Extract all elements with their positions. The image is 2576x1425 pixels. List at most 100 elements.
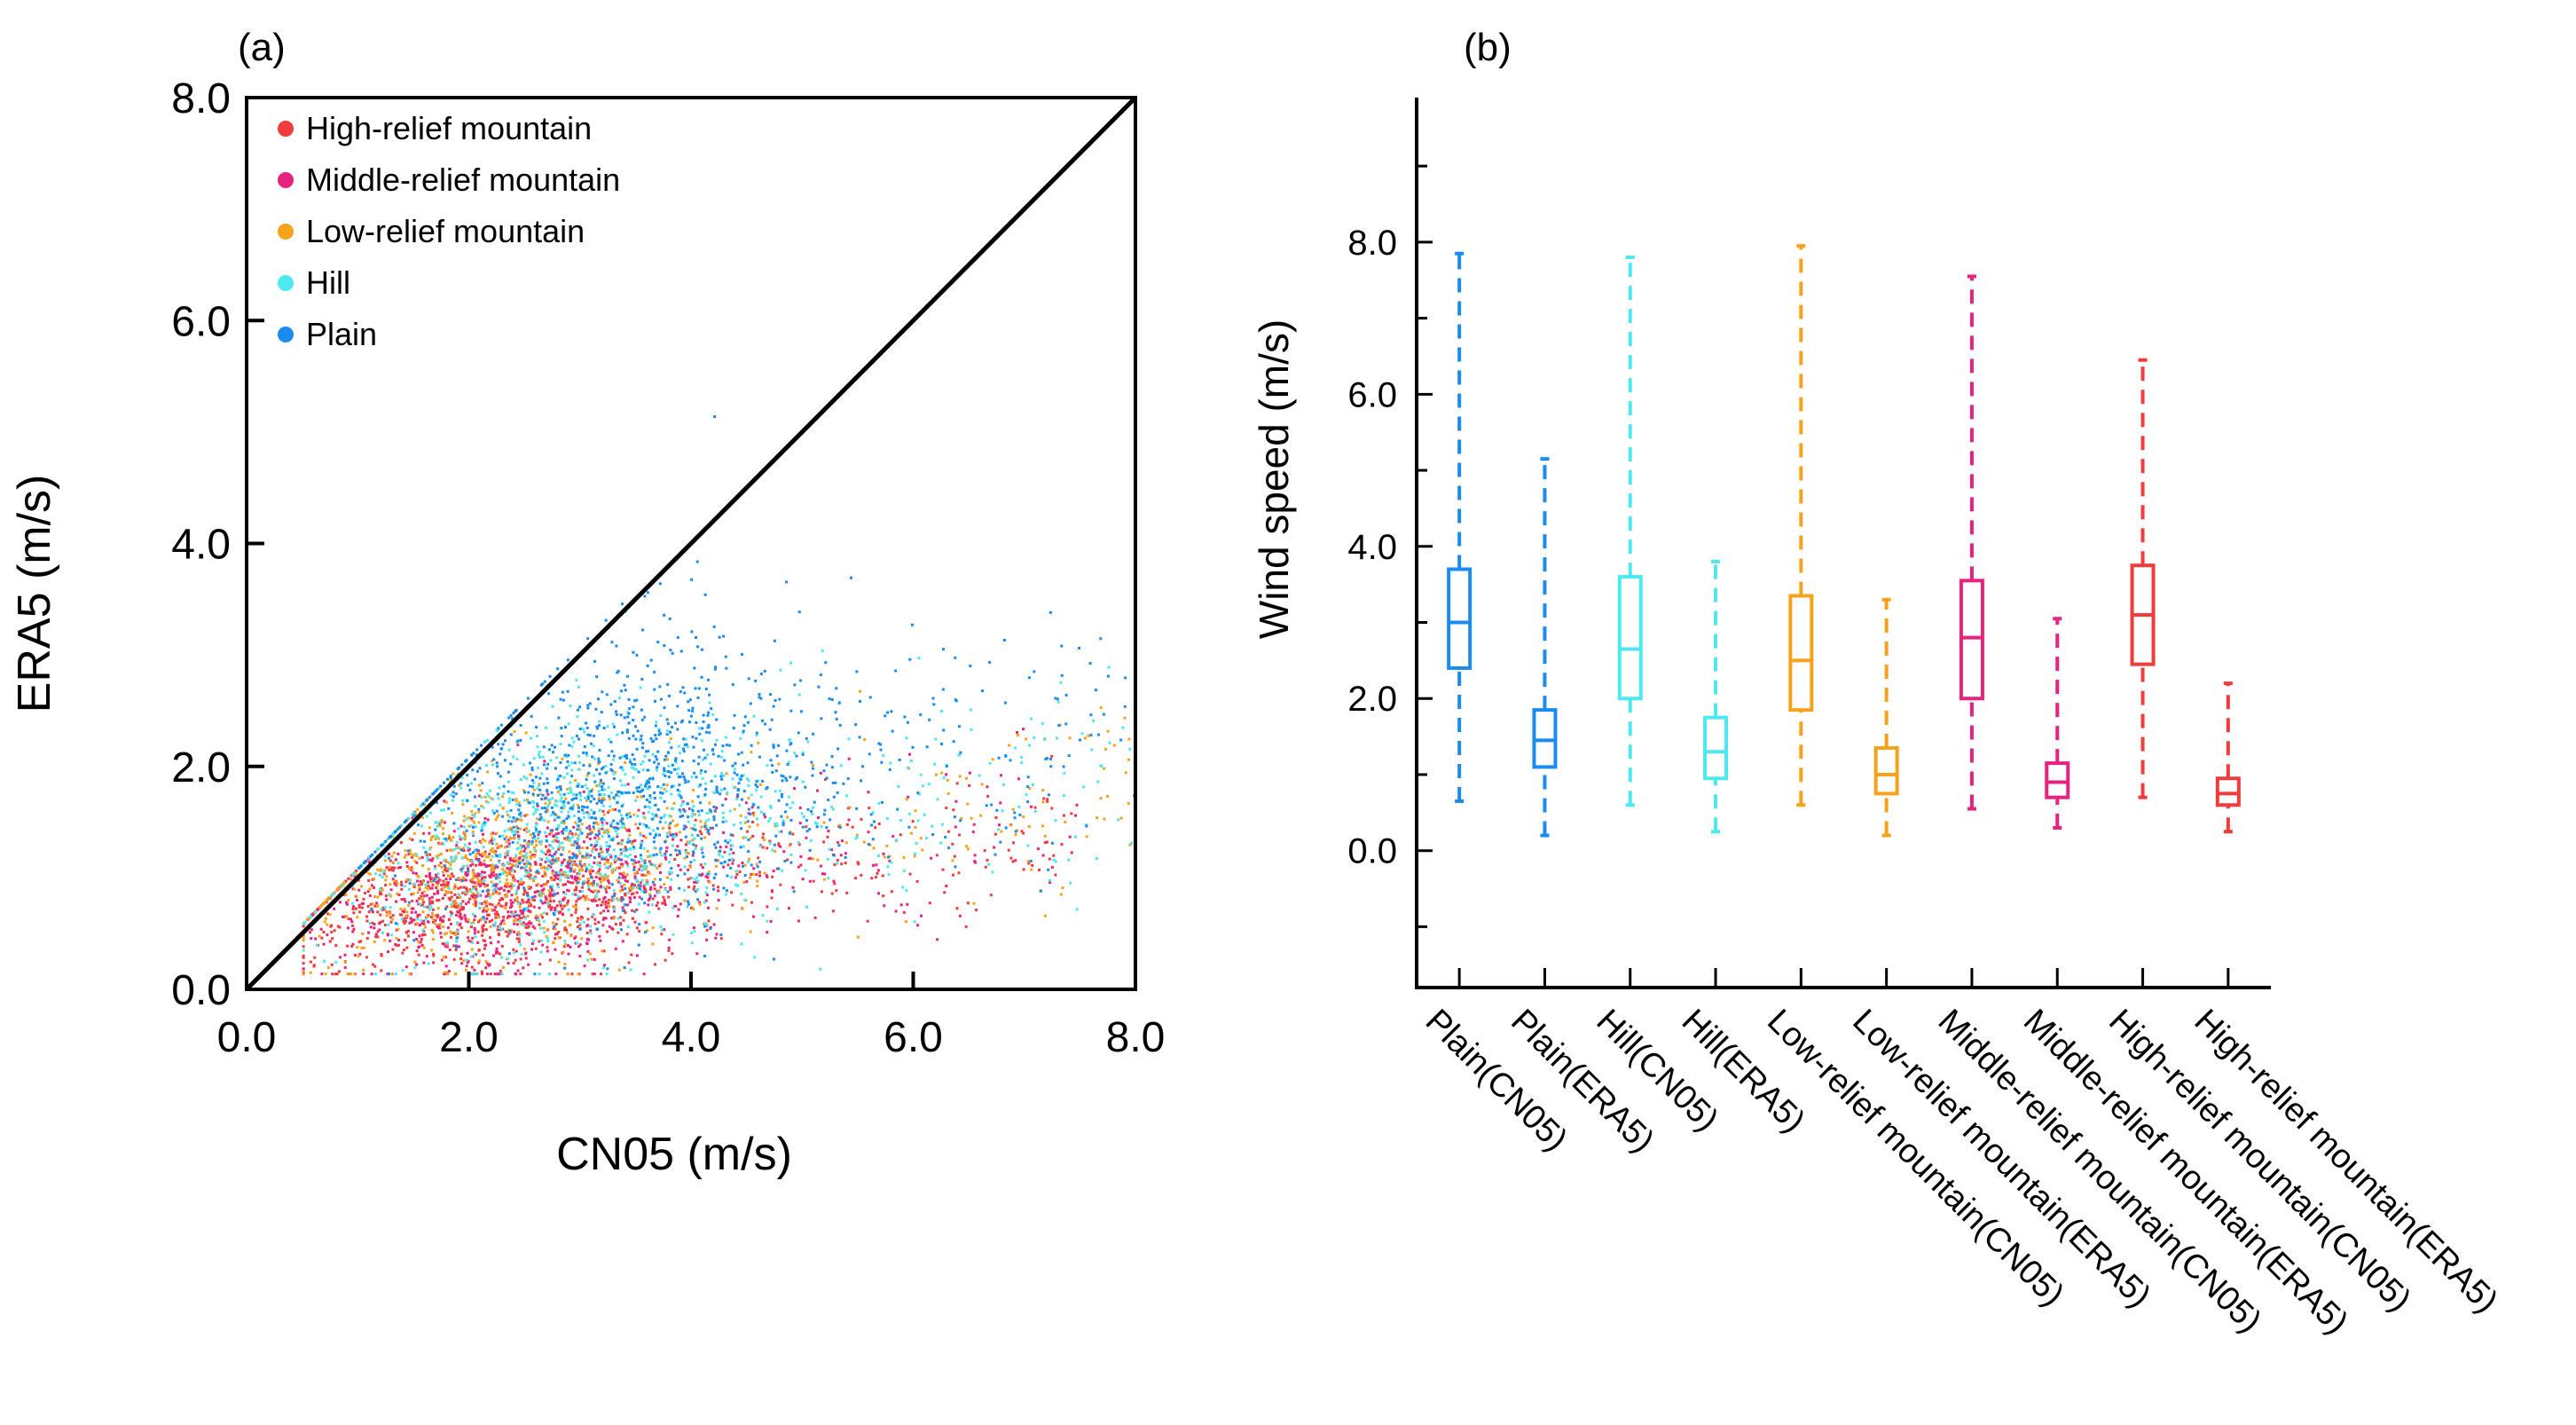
scatter-point xyxy=(915,841,918,845)
scatter-point xyxy=(597,837,601,840)
scatter-point xyxy=(831,781,835,784)
scatter-point xyxy=(826,857,829,861)
scatter-point xyxy=(530,895,534,899)
scatter-point xyxy=(889,761,892,765)
scatter-point xyxy=(560,806,563,809)
scatter-point xyxy=(781,775,785,778)
scatter-point xyxy=(830,698,834,702)
scatter-point xyxy=(501,966,505,970)
scatter-point xyxy=(627,736,631,740)
scatter-point xyxy=(545,866,548,870)
scatter-point xyxy=(507,814,510,817)
scatter-point xyxy=(799,710,803,713)
scatter-point xyxy=(566,861,569,864)
scatter-point xyxy=(693,837,696,840)
scatter-point xyxy=(476,878,480,882)
scatter-point xyxy=(500,919,504,923)
scatter-point xyxy=(452,875,455,878)
scatter-point xyxy=(646,849,649,853)
scatter-point xyxy=(712,625,716,628)
scatter-point xyxy=(381,906,385,909)
scatter-point xyxy=(940,742,944,745)
scatter-point xyxy=(488,874,491,878)
scatter-point xyxy=(913,854,916,858)
scatter-point xyxy=(449,863,452,867)
scatter-point xyxy=(422,961,426,964)
scatter-point xyxy=(676,728,679,731)
scatter-point xyxy=(525,932,529,935)
scatter-point xyxy=(705,811,709,815)
scatter-point xyxy=(429,878,433,881)
scatter-point xyxy=(710,707,713,711)
scatter-point xyxy=(439,853,443,856)
scatter-point xyxy=(567,764,570,768)
scatter-point xyxy=(615,859,618,862)
scatter-point xyxy=(728,838,732,842)
scatter-point xyxy=(1096,780,1100,783)
scatter-point xyxy=(613,725,617,728)
scatter-point xyxy=(484,865,488,869)
scatter-point xyxy=(502,888,506,892)
scatter-point xyxy=(495,883,499,886)
scatter-point xyxy=(592,825,595,829)
scatter-point xyxy=(513,729,516,733)
scatter-point xyxy=(678,849,681,853)
scatter-point xyxy=(657,864,661,868)
scatter-point xyxy=(357,905,361,909)
scatter-point xyxy=(544,802,547,806)
scatter-point xyxy=(691,788,695,791)
scatter-point xyxy=(773,639,776,642)
boxes xyxy=(1447,244,2241,838)
scatter-point xyxy=(700,832,703,836)
scatter-point xyxy=(703,824,707,828)
scatter-point xyxy=(688,698,692,702)
scatter-point xyxy=(493,924,497,927)
scatter-point xyxy=(758,874,762,878)
scatter-point xyxy=(522,849,526,853)
scatter-point xyxy=(381,888,384,892)
scatter-point xyxy=(607,901,610,905)
scatter-point xyxy=(999,801,1002,805)
scatter-point xyxy=(755,817,758,821)
scatter-point xyxy=(605,890,609,894)
scatter-point xyxy=(603,857,607,861)
scatter-point xyxy=(691,838,695,842)
scatter-point xyxy=(925,745,929,749)
scatter-point xyxy=(466,864,469,868)
y-tick-label: 2.0 xyxy=(1347,680,1397,719)
scatter-point xyxy=(1014,859,1017,862)
scatter-point xyxy=(569,830,572,833)
scatter-point xyxy=(766,846,769,850)
scatter-point xyxy=(554,923,558,926)
scatter-point xyxy=(536,808,539,812)
scatter-point xyxy=(412,892,415,895)
scatter-point xyxy=(1099,797,1103,800)
scatter-point xyxy=(373,895,377,899)
scatter-point xyxy=(468,860,472,863)
scatter-point xyxy=(573,868,577,871)
scatter-point xyxy=(448,949,452,952)
scatter-point xyxy=(1007,848,1010,852)
y-tick-label: 4.0 xyxy=(1347,528,1397,567)
scatter-point xyxy=(596,862,600,866)
scatter-point xyxy=(656,808,660,812)
scatter-point xyxy=(735,798,739,801)
scatter-point xyxy=(344,893,348,896)
scatter-point xyxy=(664,958,667,962)
scatter-point xyxy=(779,845,782,848)
scatter-point xyxy=(498,846,501,849)
scatter-point xyxy=(560,853,563,856)
scatter-point xyxy=(605,878,609,881)
scatter-point xyxy=(384,884,388,887)
scatter-point xyxy=(717,899,720,902)
scatter-point xyxy=(573,843,577,846)
scatter-point xyxy=(535,775,538,779)
scatter-point xyxy=(414,872,418,876)
scatter-point xyxy=(625,674,629,678)
scatter-point xyxy=(712,805,716,808)
scatter-point xyxy=(506,883,509,886)
scatter-point xyxy=(496,972,499,976)
scatter-point xyxy=(520,850,523,854)
scatter-point xyxy=(499,775,502,778)
scatter-point xyxy=(342,884,345,887)
